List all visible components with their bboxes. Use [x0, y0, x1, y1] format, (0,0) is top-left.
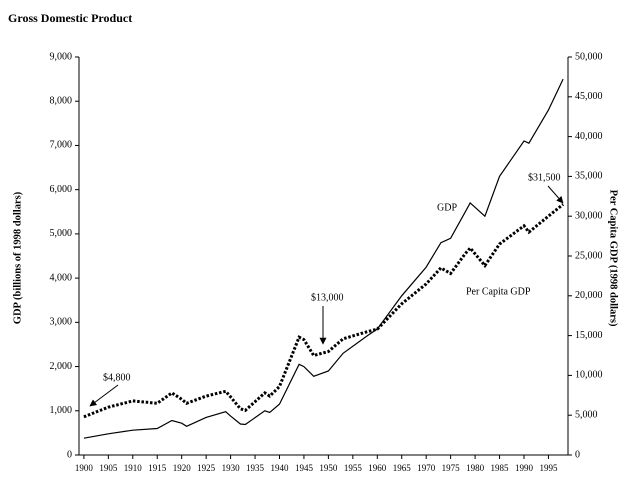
y2-tick-label: 30,000 [575, 210, 603, 221]
x-tick-label: 1950 [319, 463, 338, 473]
x-tick-label: 1945 [295, 463, 314, 473]
y-tick-label: 0 [67, 449, 72, 460]
x-tick-label: 1985 [491, 463, 510, 473]
y2-tick-label: 50,000 [575, 51, 603, 62]
x-tick-label: 1980 [466, 463, 485, 473]
y2-tick-label: 0 [575, 449, 580, 460]
y2-tick-label: 40,000 [575, 131, 603, 142]
x-tick-label: 1990 [515, 463, 534, 473]
y-tick-label: 1,000 [50, 405, 73, 416]
x-tick-label: 1930 [222, 463, 241, 473]
x-tick-label: 1925 [197, 463, 216, 473]
y-tick-label: 8,000 [50, 96, 73, 107]
y-tick-label: 6,000 [50, 184, 73, 195]
y2-tick-label: 10,000 [575, 370, 603, 381]
y2-tick-label: 5,000 [575, 409, 598, 420]
x-tick-label: 1960 [368, 463, 387, 473]
annotation-arrow [547, 185, 564, 204]
annotation: $4,800 [103, 372, 131, 383]
annotation-arrow [89, 384, 119, 407]
x-tick-label: 1975 [442, 463, 461, 473]
y2-axis-label: Per Capita GDP (1998 dollars) [608, 190, 619, 327]
y2-tick-label: 20,000 [575, 290, 603, 301]
y-axis-label: GDP (billions of 1998 dollars) [12, 191, 23, 324]
x-tick-label: 1910 [124, 463, 143, 473]
series-label: GDP [437, 202, 457, 213]
series-label: Per Capita GDP [466, 286, 531, 297]
y-tick-label: 7,000 [50, 140, 73, 151]
chart-title: Gross Domestic Product [8, 11, 132, 25]
y2-tick-label: 15,000 [575, 330, 603, 341]
annotation: $31,500 [528, 172, 561, 183]
x-tick-label: 1970 [417, 463, 436, 473]
y-tick-label: 3,000 [50, 317, 73, 328]
y-tick-label: 9,000 [50, 51, 73, 62]
per-capita-line [83, 203, 565, 419]
x-tick-label: 1935 [246, 463, 265, 473]
y-tick-label: 4,000 [50, 272, 73, 283]
y2-tick-label: 25,000 [575, 250, 603, 261]
x-tick-label: 1920 [173, 463, 192, 473]
x-tick-label: 1940 [270, 463, 289, 473]
x-tick-label: 1955 [344, 463, 363, 473]
x-tick-label: 1900 [75, 463, 94, 473]
y2-tick-label: 35,000 [575, 171, 603, 182]
x-tick-label: 1965 [393, 463, 412, 473]
y-tick-label: 2,000 [50, 361, 73, 372]
x-tick-label: 1905 [99, 463, 118, 473]
annotation: $13,000 [311, 292, 344, 303]
x-tick-label: 1995 [539, 463, 558, 473]
gdp-line [83, 78, 564, 439]
y-tick-label: 5,000 [50, 228, 73, 239]
y2-tick-label: 45,000 [575, 91, 603, 102]
x-tick-label: 1915 [148, 463, 167, 473]
